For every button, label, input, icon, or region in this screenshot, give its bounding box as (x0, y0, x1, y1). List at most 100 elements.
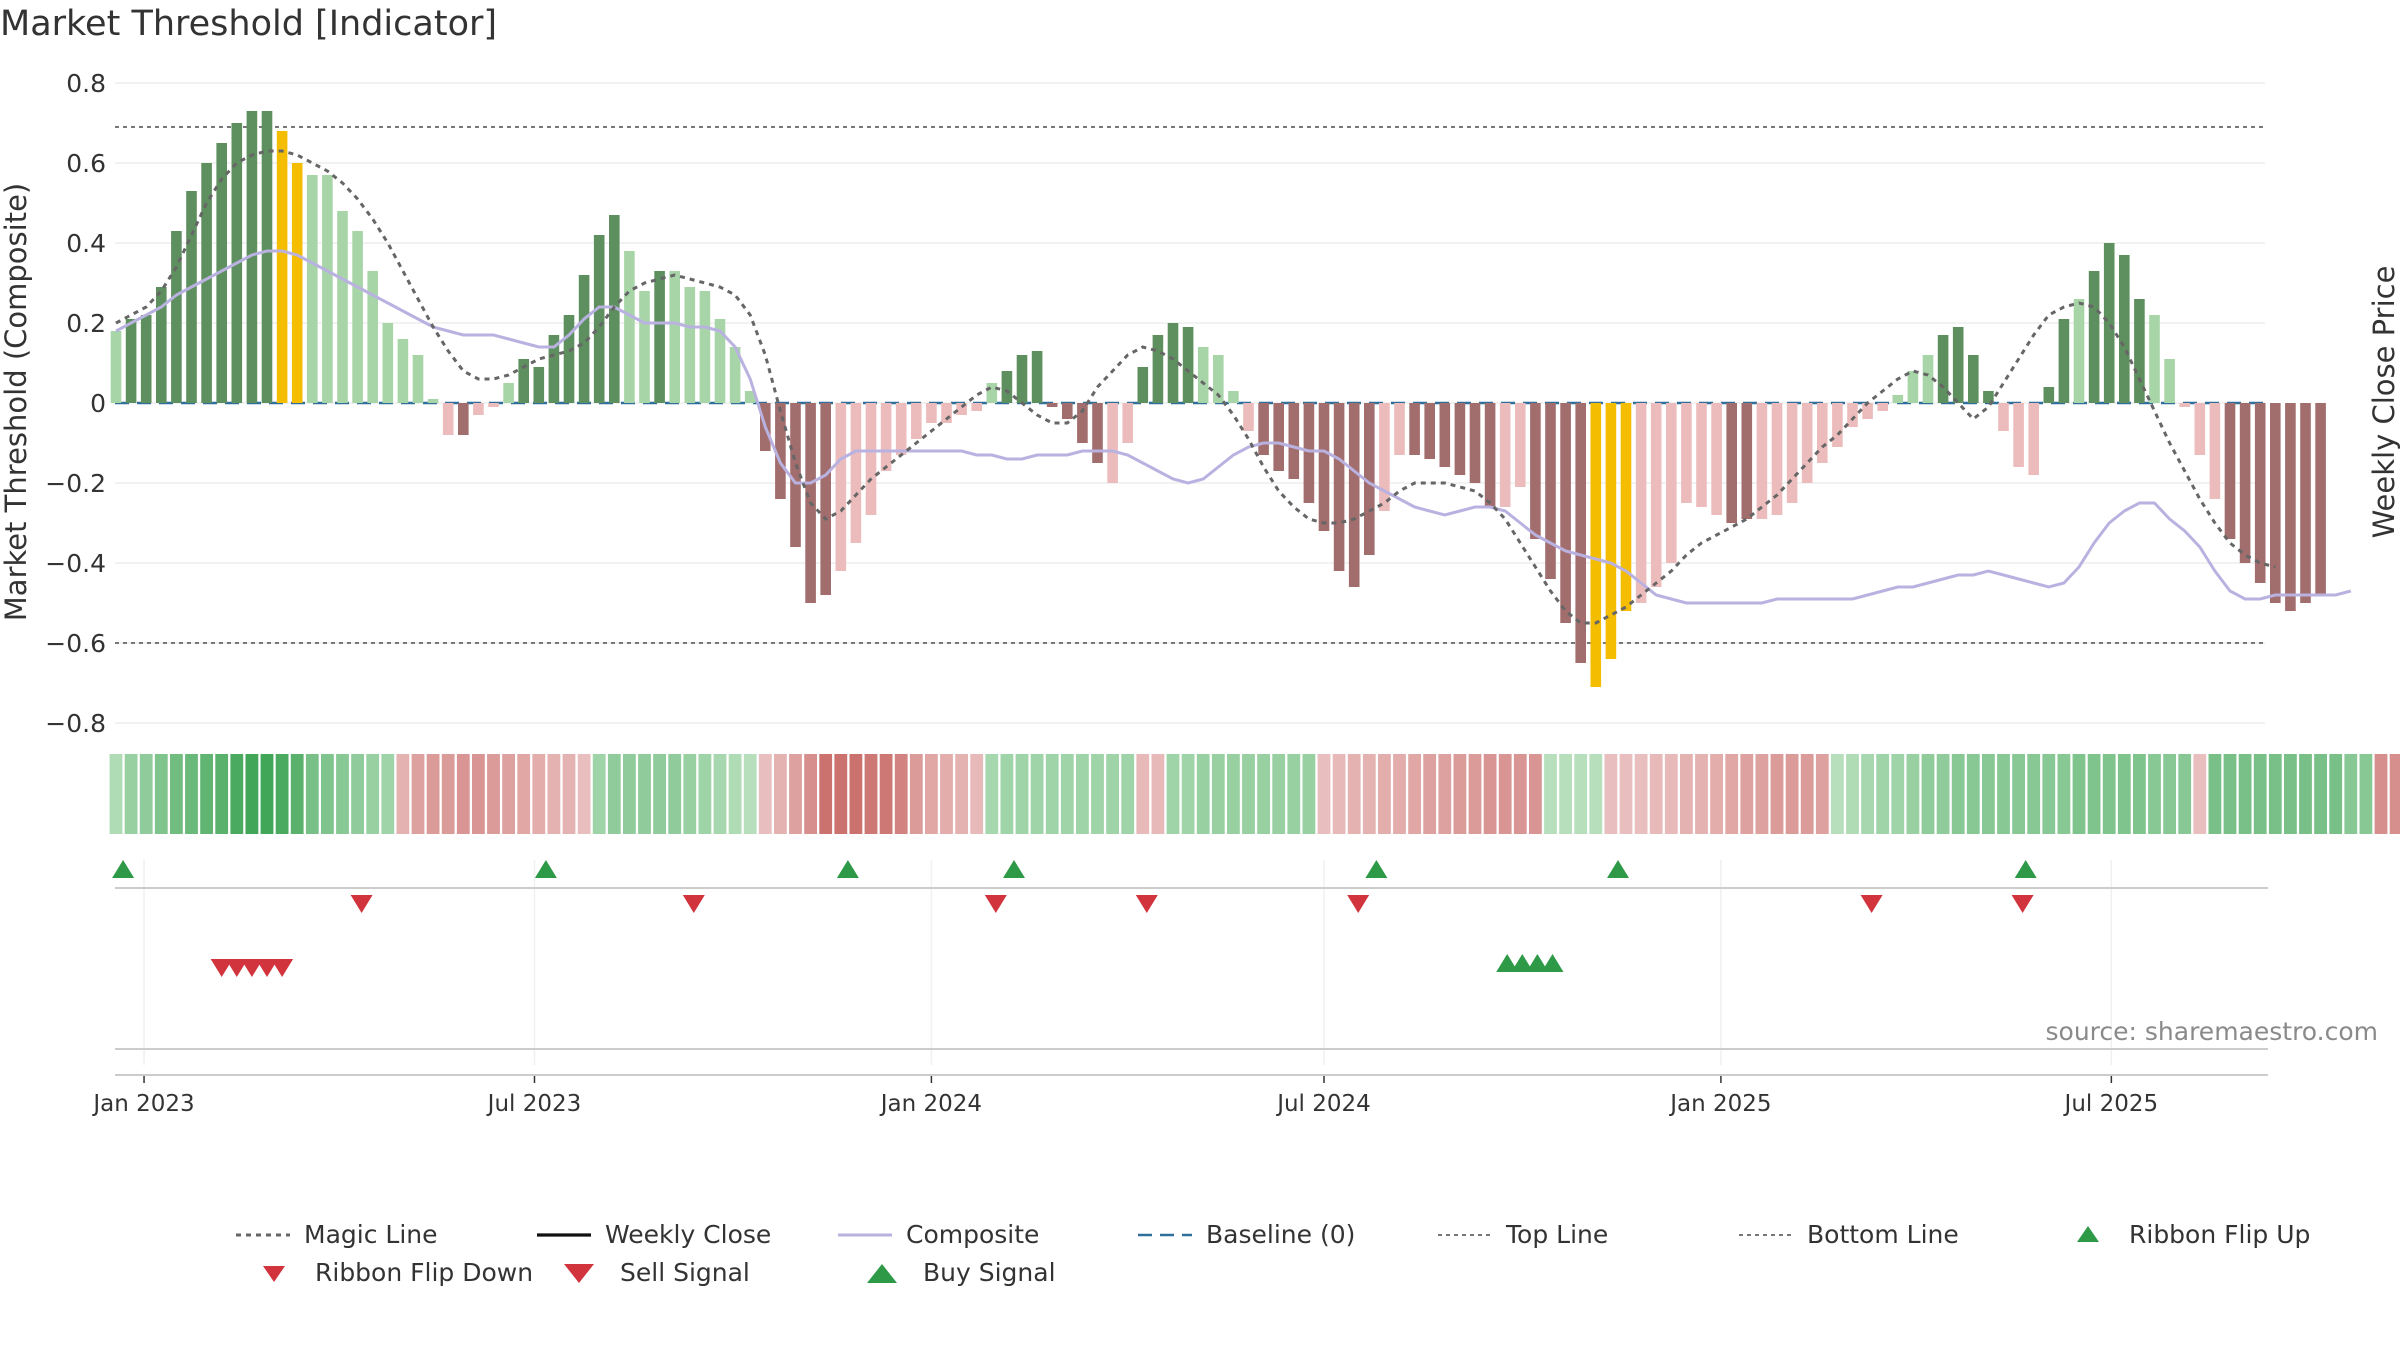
ribbon-cell (1257, 754, 1270, 834)
composite-bar (397, 339, 409, 403)
ribbon-cell (592, 754, 606, 834)
composite-bar (442, 403, 454, 435)
composite-bar (2013, 403, 2024, 467)
composite-bar (1666, 403, 1677, 563)
ribbon-cell (2057, 754, 2071, 834)
legend-label: Sell Signal (620, 1258, 750, 1287)
ribbon-cell (2389, 754, 2400, 834)
legend-item-flipdown: Ribbon Flip Down (243, 1258, 533, 1287)
composite-bar (201, 163, 212, 403)
composite-bar (669, 271, 680, 403)
ribbon-cell (1483, 754, 1497, 834)
composite-bar (2058, 319, 2070, 403)
ribbon-cell (1408, 754, 1421, 834)
sell-signal-marker (682, 895, 705, 913)
legend-item-composite: Composite (834, 1220, 1039, 1249)
sell-signal-marker (984, 895, 1007, 913)
ribbon-cell (1831, 754, 1844, 834)
series-lines (115, 149, 2352, 625)
composite-bar (352, 231, 363, 403)
sell-signal-marker (1135, 895, 1158, 913)
composite-bar (790, 403, 801, 547)
ribbon-cell (109, 754, 123, 834)
composite-bar (488, 403, 499, 407)
ribbon-cell (1861, 754, 1874, 834)
legend-item-close: Weekly Close (533, 1220, 771, 1249)
composite-bar (1182, 327, 1194, 403)
buy-signal-marker (1003, 860, 1025, 878)
composite-bar (110, 331, 122, 403)
ribbon-cell (698, 754, 712, 834)
composite-bar (926, 403, 937, 423)
composite-bar (2270, 403, 2281, 603)
ribbon-cell (970, 754, 984, 834)
ribbon-cell (1045, 754, 1059, 834)
ribbon-cell (2133, 754, 2146, 834)
ribbon-cell (411, 754, 425, 834)
ribbon-cell (2102, 754, 2116, 834)
composite-bar (729, 347, 741, 403)
ribbon-cell (2268, 754, 2282, 834)
composite-bar (2285, 403, 2296, 611)
ribbon-cell (502, 754, 515, 834)
ribbon-cell (366, 754, 380, 834)
ribbon-cell (1378, 754, 1391, 834)
source-label: source: sharemaestro.com (2046, 1017, 2379, 1046)
composite-bar (1711, 403, 1722, 515)
composite-bar (1197, 347, 1209, 403)
trend-ribbon (109, 754, 2400, 834)
composite-bar (956, 403, 967, 415)
ribbon-flip-up-marker (1541, 954, 1564, 972)
ribbon-cell (2163, 754, 2176, 834)
composite-bar (1333, 403, 1345, 571)
composite-bar (518, 359, 529, 403)
composite-bar (986, 383, 998, 403)
ribbon-cell (547, 754, 561, 834)
y-left-tick-label: 0.8 (66, 69, 106, 98)
ribbon-cell (426, 754, 440, 834)
ribbon-cell (1136, 754, 1150, 834)
ribbon-cell (849, 754, 863, 834)
composite-bar (1832, 403, 1843, 447)
ribbon-cell (1106, 754, 1119, 834)
composite-bar (1756, 403, 1768, 519)
ribbon-cell (1060, 754, 1074, 834)
composite-bar (1968, 355, 1979, 403)
ribbon-flip-down-marker (271, 959, 294, 977)
ribbon-cell (940, 754, 953, 834)
composite-bar (1424, 403, 1435, 459)
composite-bar (1288, 403, 1300, 479)
ribbon-cell (472, 754, 485, 834)
composite-bar (1620, 403, 1632, 611)
legend-item-baseline: Baseline (0) (1134, 1220, 1355, 1249)
composite-bar (382, 323, 394, 403)
composite-bar (1454, 403, 1466, 475)
ribbon-cell (683, 754, 697, 834)
ribbon-cell (1695, 754, 1708, 834)
ribbon-cell (1196, 754, 1210, 834)
composite-bar (307, 175, 318, 403)
composite-bar (2028, 403, 2039, 475)
ribbon-cell (743, 754, 757, 834)
sell-signal-marker (1860, 895, 1883, 913)
composite-bar (1741, 403, 1753, 519)
composite-bar (654, 271, 665, 403)
ribbon-cell (456, 754, 470, 834)
composite-bar (1530, 403, 1541, 539)
ribbon-cell (139, 754, 153, 834)
ribbon-cell (758, 754, 772, 834)
ribbon-cell (879, 754, 893, 834)
grid-lines (115, 82, 2265, 1065)
sell-signal-marker (2011, 895, 2034, 913)
ribbon-cell (1725, 754, 1739, 834)
composite-bar (2103, 243, 2115, 403)
composite-bar (835, 403, 847, 571)
ribbon-cell (2374, 754, 2388, 834)
ribbon-cell (305, 754, 319, 834)
ribbon-cell (1619, 754, 1633, 834)
ribbon-cell (2087, 754, 2101, 834)
composite-bar (1137, 367, 1149, 403)
ribbon-cell (638, 754, 651, 834)
composite-bar (291, 163, 303, 403)
